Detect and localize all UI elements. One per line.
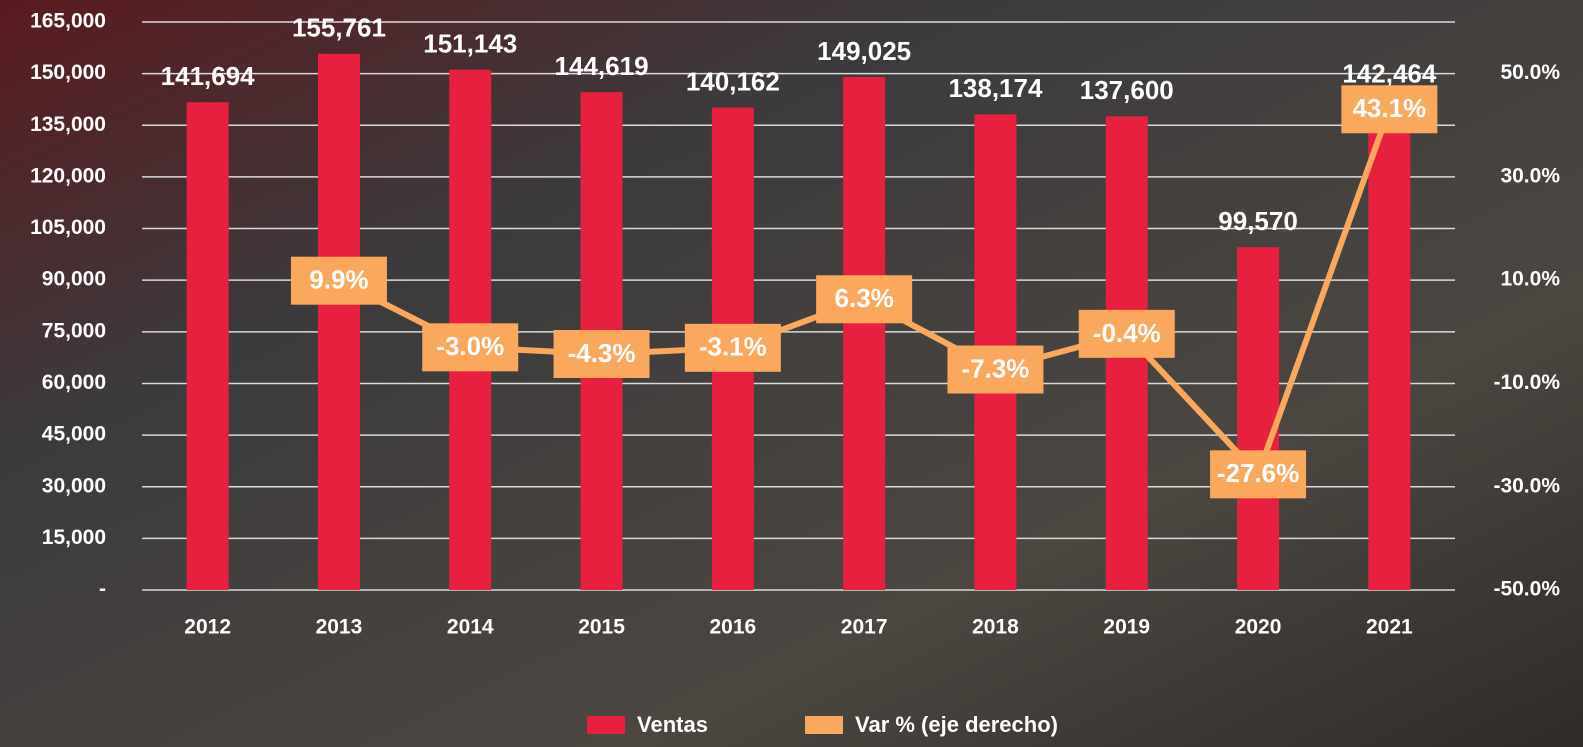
- x-tick-label: 2019: [1103, 616, 1150, 639]
- y-tick-label: 150,000: [30, 61, 106, 84]
- y-tick-label: 60,000: [42, 371, 106, 394]
- bar: [318, 54, 360, 590]
- y2-tick-label: -10.0%: [1493, 371, 1560, 394]
- y2-tick-label: -50.0%: [1493, 578, 1560, 601]
- point-value-label: -4.3%: [568, 338, 636, 368]
- legend-label: Var % (eje derecho): [855, 712, 1058, 737]
- bar-value-label: 99,570: [1218, 206, 1298, 236]
- bar: [1237, 247, 1279, 590]
- y2-tick-label: 30.0%: [1500, 164, 1560, 187]
- y-tick-label: 75,000: [42, 319, 106, 342]
- point-value-label: 9.9%: [309, 265, 368, 295]
- y-tick-label: 120,000: [30, 164, 106, 187]
- chart: - 15,000 30,000 45,000 60,000 75,000 90,000 105…: [0, 0, 1583, 747]
- bar-value-label: 155,761: [292, 13, 386, 43]
- x-tick-label: 2021: [1366, 616, 1413, 639]
- x-tick-label: 2017: [841, 616, 888, 639]
- bar: [843, 77, 885, 590]
- y-tick-label: 30,000: [42, 474, 106, 497]
- point-value-label: -3.1%: [699, 332, 767, 362]
- legend-swatch: [805, 716, 843, 734]
- bar-value-label: 141,694: [161, 61, 256, 91]
- y-tick-label: -: [99, 578, 106, 601]
- y-tick-label: 135,000: [30, 113, 106, 136]
- bar-value-label: 151,143: [423, 29, 517, 59]
- point-value-label: -0.4%: [1093, 318, 1161, 348]
- y-tick-label: 105,000: [30, 216, 106, 239]
- legend-label: Ventas: [637, 712, 708, 737]
- y-tick-label: 165,000: [30, 10, 106, 33]
- bar-value-label: 144,619: [555, 51, 649, 81]
- bar-value-label: 149,025: [817, 36, 911, 66]
- y-tick-label: 15,000: [42, 526, 106, 549]
- point-value-label: -7.3%: [961, 353, 1029, 383]
- bar: [187, 102, 229, 590]
- y2-tick-label: 50.0%: [1500, 61, 1560, 84]
- x-tick-label: 2015: [578, 616, 625, 639]
- x-tick-label: 2020: [1235, 616, 1282, 639]
- y2-tick-label: -30.0%: [1493, 474, 1560, 497]
- x-tick-label: 2014: [447, 616, 494, 639]
- point-value-label: -27.6%: [1217, 458, 1299, 488]
- bar-value-label: 138,174: [948, 73, 1043, 103]
- y2-tick-label: 10.0%: [1500, 268, 1560, 291]
- x-tick-label: 2018: [972, 616, 1019, 639]
- bar-value-label: 137,600: [1080, 75, 1174, 105]
- x-tick-label: 2013: [316, 616, 363, 639]
- bar: [1368, 100, 1410, 590]
- y-tick-label: 45,000: [42, 423, 106, 446]
- x-tick-label: 2012: [184, 616, 231, 639]
- point-value-label: 43.1%: [1352, 93, 1426, 123]
- y-tick-label: 90,000: [42, 268, 106, 291]
- point-value-label: -3.0%: [436, 331, 504, 361]
- point-value-label: 6.3%: [835, 283, 894, 313]
- bar-value-label: 140,162: [686, 66, 780, 96]
- bar-value-label: 142,464: [1342, 58, 1437, 88]
- x-tick-label: 2016: [709, 616, 756, 639]
- legend-swatch: [587, 716, 625, 734]
